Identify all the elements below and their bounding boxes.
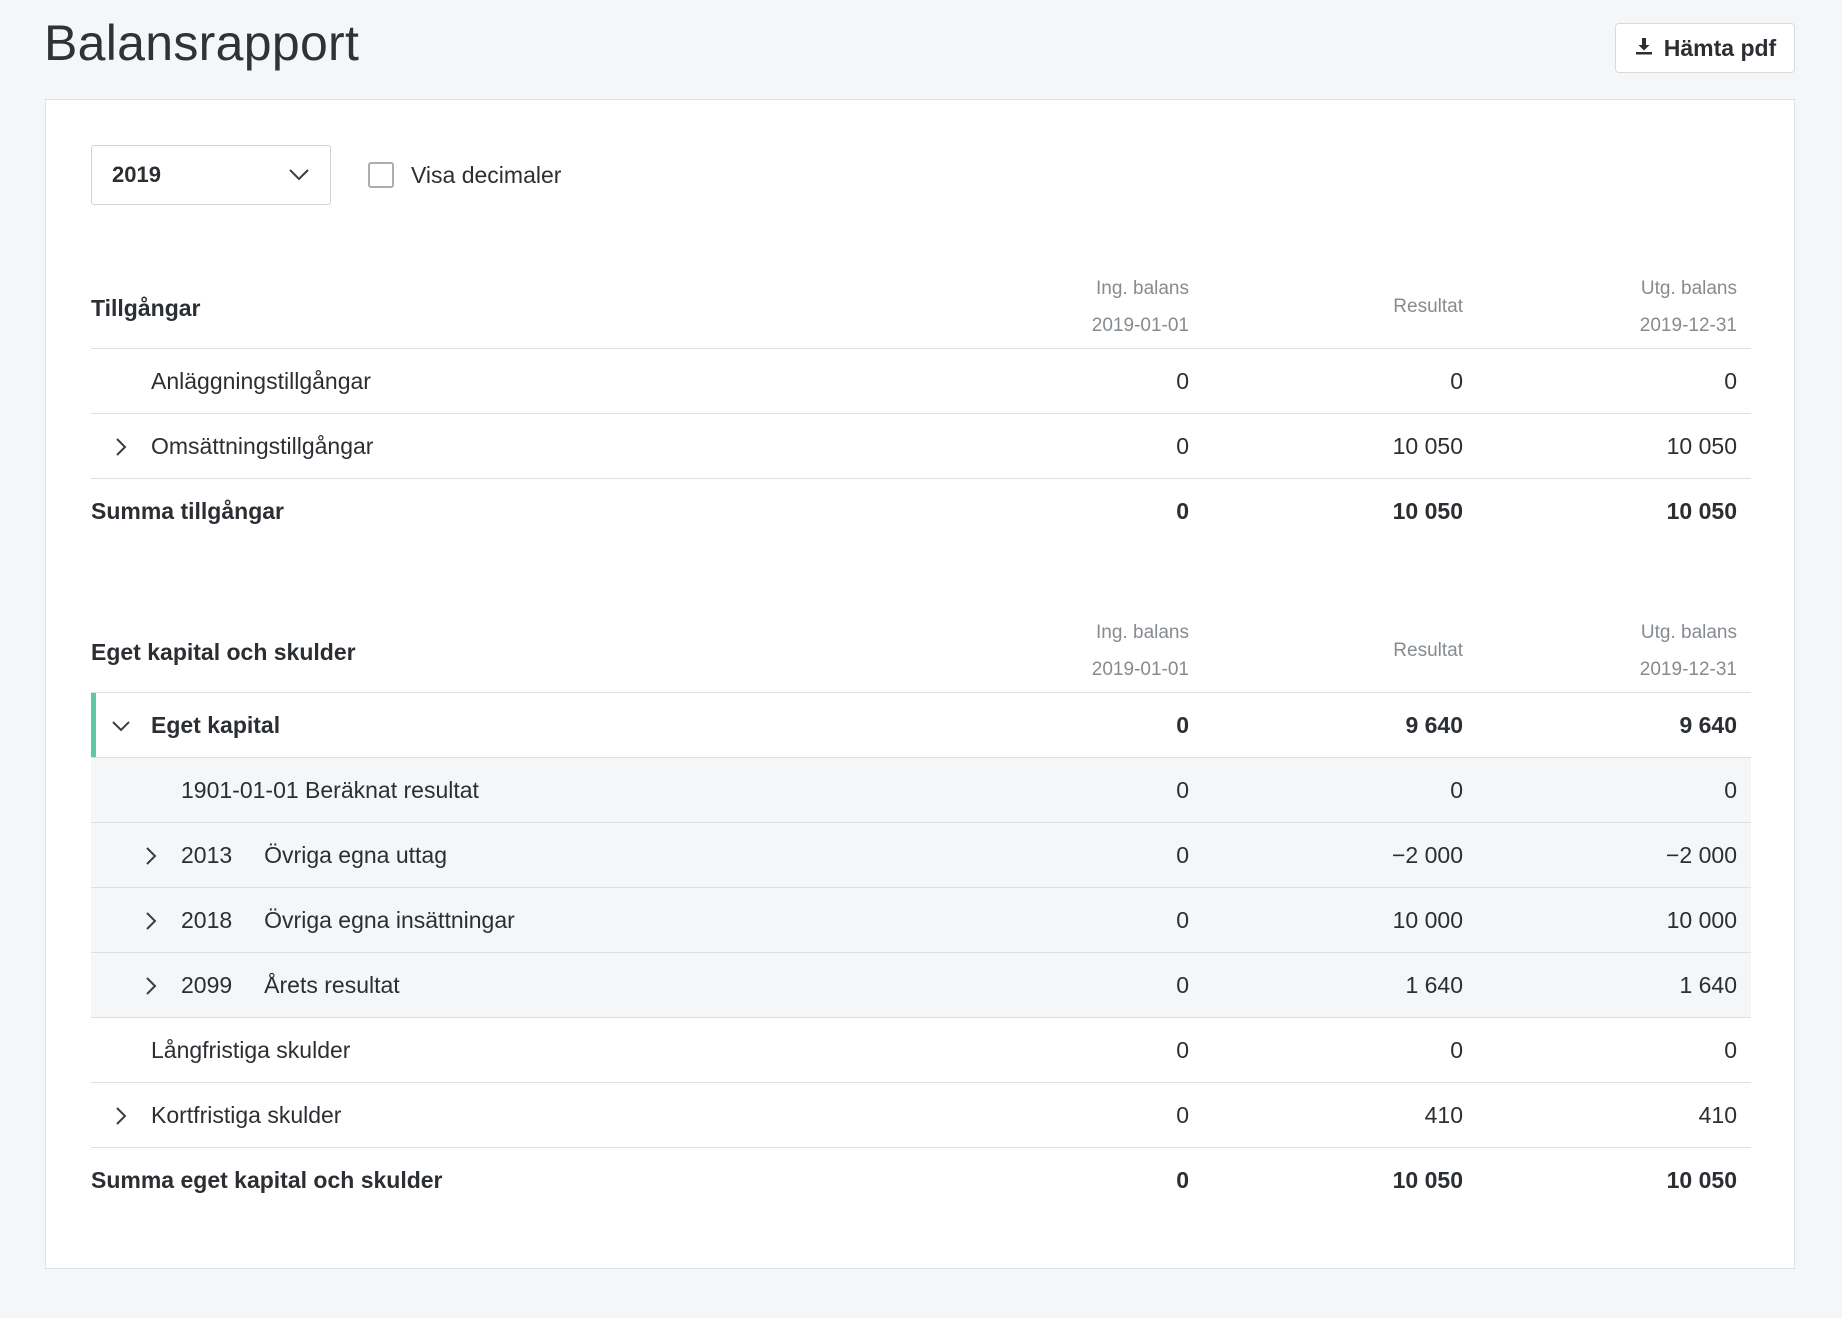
- closing-balance-label: Utg. balans: [1640, 278, 1737, 299]
- row-opening-value: 0: [1176, 368, 1189, 394]
- chevron-right-icon[interactable]: [141, 888, 161, 953]
- row-result-value: 410: [1424, 1102, 1463, 1128]
- show-decimals-label: Visa decimaler: [411, 161, 562, 188]
- table-row[interactable]: Omsättningstillgångar 0 10 050 10 050: [91, 414, 1751, 479]
- opening-balance-label: Ing. balans: [1096, 622, 1189, 643]
- page-title: Balansrapport: [44, 15, 360, 71]
- account-result-value: 1 640: [1405, 972, 1463, 998]
- show-decimals-toggle[interactable]: Visa decimaler: [368, 162, 561, 189]
- chevron-right-icon[interactable]: [111, 414, 131, 479]
- account-label: Övriga egna uttag: [264, 842, 448, 868]
- equity-group-row[interactable]: Eget kapital 0 9 640 9 640: [91, 693, 1751, 758]
- total-opening-value: 0: [1176, 1167, 1189, 1193]
- row-opening-value: 0: [1176, 1037, 1189, 1063]
- download-icon: [1634, 35, 1654, 62]
- chevron-right-icon[interactable]: [141, 823, 161, 888]
- account-label-wrap: 2013 Övriga egna uttag: [181, 823, 447, 888]
- account-opening-value: 0: [1176, 777, 1189, 803]
- assets-section-title: Tillgångar: [91, 294, 201, 321]
- account-row[interactable]: 2099 Årets resultat 0 1 640 1 640: [91, 953, 1751, 1018]
- account-label: 1901-01-01 Beräknat resultat: [181, 777, 479, 803]
- chevron-right-icon[interactable]: [111, 1083, 131, 1148]
- opening-balance-header: Ing. balans 2019-01-01: [1092, 614, 1189, 688]
- result-header: Resultat: [1393, 640, 1463, 661]
- row-label: Anläggningstillgångar: [151, 368, 371, 394]
- account-row[interactable]: 2018 Övriga egna insättningar 0 10 000 1…: [91, 888, 1751, 953]
- row-opening-value: 0: [1176, 433, 1189, 459]
- assets-total-row: Summa tillgångar 0 10 050 10 050: [91, 479, 1751, 544]
- row-opening-value: 0: [1176, 1102, 1189, 1128]
- year-select-value: 2019: [112, 162, 161, 187]
- closing-balance-header: Utg. balans 2019-12-31: [1640, 270, 1737, 344]
- equity-liabilities-table: Eget kapital och skulder Ing. balans 201…: [91, 612, 1751, 1213]
- chevron-down-icon: [288, 162, 310, 188]
- account-result-value: 0: [1450, 777, 1463, 803]
- account-row[interactable]: 2013 Övriga egna uttag 0 −2 000 −2 000: [91, 823, 1751, 888]
- account-code: 2013: [181, 842, 233, 868]
- total-closing-value: 10 050: [1666, 1167, 1737, 1193]
- show-decimals-checkbox[interactable]: [368, 162, 394, 188]
- table-row[interactable]: Kortfristiga skulder 0 410 410: [91, 1083, 1751, 1148]
- account-closing-value: 1 640: [1679, 972, 1737, 998]
- equity-header-row: Eget kapital och skulder Ing. balans 201…: [91, 612, 1751, 693]
- report-controls: 2019 Visa decimaler: [91, 145, 561, 205]
- closing-balance-label: Utg. balans: [1640, 622, 1737, 643]
- opening-balance-header: Ing. balans 2019-01-01: [1092, 270, 1189, 344]
- download-pdf-button[interactable]: Hämta pdf: [1615, 23, 1795, 73]
- result-header: Resultat: [1393, 296, 1463, 317]
- account-label: Årets resultat: [264, 972, 400, 998]
- equity-total-row: Summa eget kapital och skulder 0 10 050 …: [91, 1148, 1751, 1213]
- opening-balance-date: 2019-01-01: [1091, 315, 1189, 336]
- row-label: Långfristiga skulder: [151, 1037, 351, 1063]
- total-label: Summa tillgångar: [91, 498, 284, 524]
- closing-balance-date: 2019-12-31: [1639, 659, 1737, 680]
- opening-balance-date: 2019-01-01: [1091, 659, 1189, 680]
- account-label: Övriga egna insättningar: [264, 907, 515, 933]
- total-closing-value: 10 050: [1666, 498, 1737, 524]
- equity-section-title: Eget kapital och skulder: [91, 638, 356, 665]
- account-code: 2099: [181, 972, 233, 998]
- row-label: Omsättningstillgångar: [151, 433, 374, 459]
- account-opening-value: 0: [1176, 907, 1189, 933]
- account-closing-value: 0: [1724, 777, 1737, 803]
- row-closing-value: 410: [1698, 1102, 1737, 1128]
- total-opening-value: 0: [1176, 498, 1189, 524]
- total-result-value: 10 050: [1392, 1167, 1463, 1193]
- account-closing-value: −2 000: [1666, 842, 1737, 868]
- row-closing-value: 0: [1724, 368, 1737, 394]
- assets-header-row: Tillgångar Ing. balans 2019-01-01 Result…: [91, 268, 1751, 349]
- account-result-value: 10 000: [1392, 907, 1463, 933]
- row-label: Kortfristiga skulder: [151, 1102, 342, 1128]
- row-closing-value: 10 050: [1666, 433, 1737, 459]
- chevron-down-icon[interactable]: [111, 693, 131, 758]
- account-opening-value: 0: [1176, 972, 1189, 998]
- group-result-value: 9 640: [1405, 712, 1463, 738]
- account-row: 1901-01-01 Beräknat resultat 0 0 0: [91, 758, 1751, 823]
- total-result-value: 10 050: [1392, 498, 1463, 524]
- download-pdf-label: Hämta pdf: [1663, 34, 1777, 61]
- report-card: 2019 Visa decimaler Tillgångar Ing. bala…: [45, 99, 1795, 1269]
- closing-balance-header: Utg. balans 2019-12-31: [1640, 614, 1737, 688]
- closing-balance-date: 2019-12-31: [1639, 315, 1737, 336]
- row-result-value: 10 050: [1392, 433, 1463, 459]
- account-opening-value: 0: [1176, 842, 1189, 868]
- row-closing-value: 0: [1724, 1037, 1737, 1063]
- account-label-wrap: 2099 Årets resultat: [181, 953, 400, 1018]
- group-opening-value: 0: [1176, 712, 1189, 738]
- year-select[interactable]: 2019: [91, 145, 331, 205]
- row-result-value: 0: [1450, 368, 1463, 394]
- account-code: 2018: [181, 907, 233, 933]
- row-result-value: 0: [1450, 1037, 1463, 1063]
- account-closing-value: 10 000: [1666, 907, 1737, 933]
- group-closing-value: 9 640: [1679, 712, 1737, 738]
- account-result-value: −2 000: [1392, 842, 1463, 868]
- opening-balance-label: Ing. balans: [1096, 278, 1189, 299]
- total-label: Summa eget kapital och skulder: [91, 1167, 443, 1193]
- chevron-right-icon[interactable]: [141, 953, 161, 1018]
- table-row: Långfristiga skulder 0 0 0: [91, 1018, 1751, 1083]
- assets-table: Tillgångar Ing. balans 2019-01-01 Result…: [91, 268, 1751, 544]
- account-label-wrap: 2018 Övriga egna insättningar: [181, 888, 515, 953]
- table-row: Anläggningstillgångar 0 0 0: [91, 349, 1751, 414]
- group-label: Eget kapital: [151, 712, 281, 738]
